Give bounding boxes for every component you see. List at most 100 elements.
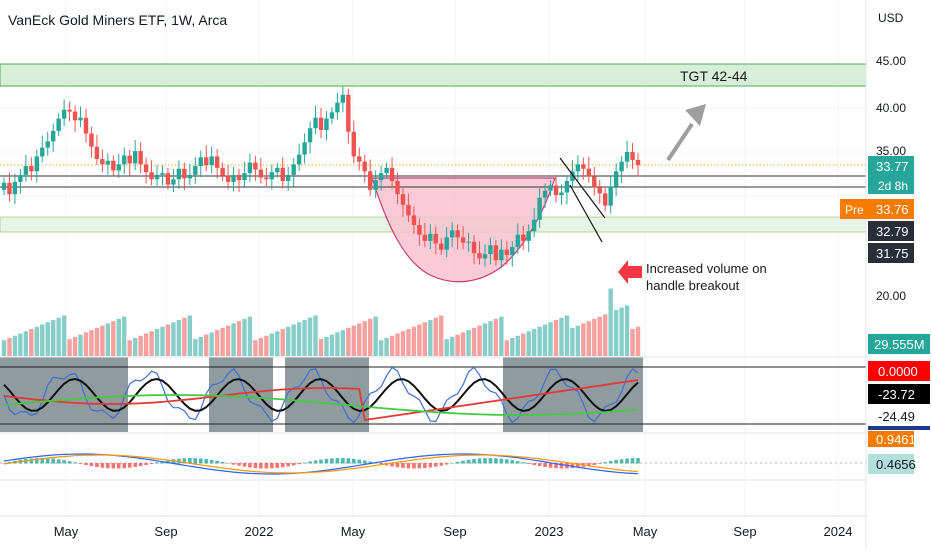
volume-bar	[389, 335, 395, 356]
macd-histogram-bar	[177, 458, 181, 464]
candle	[72, 111, 78, 121]
candle	[406, 204, 411, 216]
volume-bar	[242, 318, 247, 356]
macd-histogram-bar	[182, 458, 187, 464]
candle	[592, 176, 597, 188]
macd-histogram-bar	[543, 463, 547, 468]
volume-bar	[209, 332, 214, 356]
volume-bar	[78, 334, 83, 356]
candle	[12, 181, 18, 195]
macd-histogram-bar	[242, 463, 247, 467]
candle	[564, 181, 570, 193]
macd-histogram-bar	[264, 463, 269, 469]
macd-histogram-bar	[319, 459, 323, 464]
svg-text:31.75: 31.75	[876, 246, 909, 261]
volume-bar	[105, 323, 111, 356]
volume-bar	[269, 333, 275, 356]
volume-bar	[45, 322, 50, 356]
candle	[275, 167, 280, 173]
candle	[324, 118, 329, 130]
x-tick-label: Sep	[154, 524, 177, 539]
volume-bar	[280, 329, 285, 356]
volume-bar	[367, 318, 373, 356]
candle	[307, 128, 313, 143]
osc-tag-3: -24.49	[868, 406, 930, 426]
macd-histogram-bar	[133, 463, 137, 467]
candle	[493, 245, 499, 261]
macd-histogram-bar	[116, 463, 121, 469]
macd-histogram-bar	[341, 458, 345, 464]
candle	[94, 146, 100, 160]
oscillator-pane	[0, 357, 866, 432]
macd-histogram-bar	[2, 463, 6, 464]
macd-histogram-bar	[166, 460, 170, 464]
macd-histogram-bar	[505, 459, 509, 464]
candle	[389, 167, 395, 182]
volume-bar	[296, 322, 302, 356]
candle	[433, 233, 438, 244]
volume-bar	[89, 330, 94, 356]
candle	[264, 177, 269, 180]
volume-bar	[378, 340, 384, 356]
macd-histogram-bar	[417, 463, 422, 469]
volume-bar	[127, 340, 132, 356]
candle	[154, 174, 160, 180]
volume-bar	[362, 321, 367, 356]
macd-histogram-bar	[330, 458, 334, 464]
oscillator-shade	[209, 357, 273, 432]
candle	[132, 151, 138, 164]
candle	[29, 166, 34, 172]
volume-bar	[493, 318, 499, 356]
candle	[526, 231, 531, 241]
macd-tag-1: 0.9461	[868, 431, 916, 447]
volume-bar	[253, 340, 258, 356]
volume-bar	[603, 314, 608, 356]
volume-bar	[592, 318, 597, 356]
macd-histogram-bar	[138, 463, 143, 467]
macd-histogram-bar	[253, 463, 258, 469]
macd-histogram-bar	[209, 459, 214, 464]
candle	[542, 190, 548, 198]
candle	[78, 117, 83, 121]
candle	[422, 234, 428, 241]
candle	[471, 241, 477, 254]
macd-histogram-bar	[95, 463, 99, 467]
candle	[198, 157, 203, 167]
volume-bar	[29, 329, 34, 356]
macd-histogram-bar	[259, 463, 263, 469]
candle	[45, 141, 50, 148]
candle	[247, 162, 253, 174]
volume-bar	[100, 325, 105, 356]
macd-histogram-bar	[40, 458, 45, 464]
macd-histogram-bar	[466, 459, 471, 464]
candle	[214, 156, 220, 168]
macd-histogram-bar	[220, 461, 225, 464]
macd-histogram-bar	[335, 458, 340, 464]
macd-histogram-bar	[237, 463, 241, 466]
macd-histogram-bar	[603, 462, 608, 464]
candle	[553, 185, 559, 196]
candle	[67, 109, 72, 112]
candle	[411, 215, 417, 226]
volume-bar	[187, 315, 193, 356]
y-tick-label: 40.00	[876, 101, 906, 115]
macd-histogram-bar	[34, 458, 39, 464]
macd-histogram-bar	[597, 463, 602, 464]
macd-histogram-bar	[84, 463, 88, 466]
macd-pane	[0, 453, 866, 475]
candle	[56, 118, 61, 131]
volume-bar	[1, 340, 7, 356]
candle	[165, 173, 171, 185]
candle	[499, 249, 504, 261]
macd-histogram-bar	[73, 462, 77, 464]
candle	[291, 164, 296, 175]
volume-bar	[340, 330, 346, 356]
candle	[455, 230, 460, 238]
volume-bar	[581, 323, 586, 356]
time-axis: May Sep 2022 May Sep 2023 May Sep 2024	[54, 524, 853, 539]
candle	[608, 186, 613, 206]
candle	[1, 182, 7, 190]
macd-histogram-bar	[45, 458, 50, 464]
macd-histogram-bar	[472, 458, 476, 464]
oscillator-green-line	[3, 394, 639, 416]
